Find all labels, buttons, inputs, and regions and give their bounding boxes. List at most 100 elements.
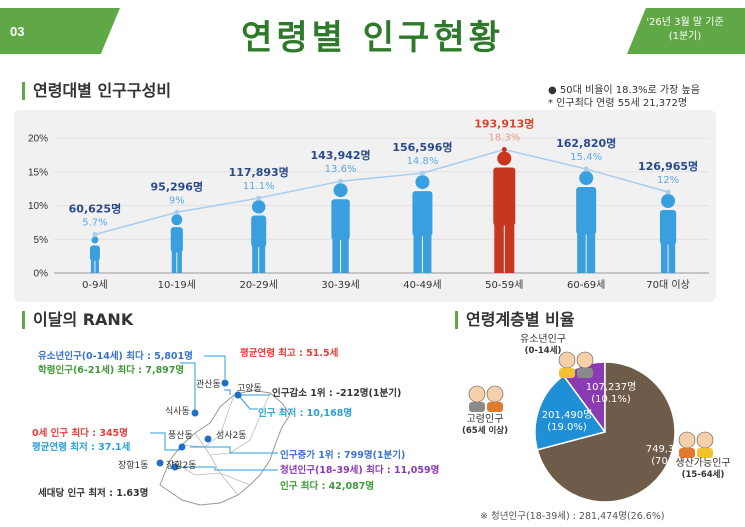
- person-leg-right: [586, 230, 596, 273]
- page-number: 03: [10, 24, 25, 39]
- body-a: [559, 368, 575, 378]
- face-a: [468, 385, 486, 403]
- group-character-icon-2: [678, 431, 714, 458]
- note-highest-ratio: ● 50대 비율이 18.3%로 가장 높음: [548, 85, 700, 96]
- face-b: [576, 351, 594, 369]
- district-goyang: 고양동: [237, 384, 262, 394]
- series-line: [94, 148, 669, 236]
- leader-line-seongsa: [190, 446, 278, 454]
- leader-line-gwansan: [204, 355, 226, 379]
- x-tick-label-5: 50-59세: [485, 279, 523, 291]
- district-pungsan: 풍산동: [168, 431, 193, 441]
- y-tick-label: 20%: [28, 134, 48, 145]
- x-tick-label-0: 0-9세: [82, 279, 108, 291]
- group-character-icon-0: [558, 351, 594, 378]
- person-bar-7: [659, 194, 677, 273]
- pie-count-label-0: 107,237명: [586, 381, 637, 393]
- person-leg-left: [494, 220, 504, 273]
- person-leg-left: [90, 259, 95, 273]
- page-header: 03 연령별 인구현황 '26년 3월 말 기준 (1분기): [0, 0, 745, 64]
- body-b: [697, 448, 713, 458]
- rank-pop-min: 인구 최저 : 10,168명: [258, 408, 353, 419]
- district-map: [150, 355, 291, 506]
- pct-label-6: 15.4%: [570, 152, 602, 163]
- pct-label-5: 18.3%: [488, 132, 520, 143]
- group-sub-0: (0-14세): [525, 345, 562, 356]
- rank-household-min: 세대당 인구 최저 : 1.63명: [38, 488, 149, 499]
- pct-label-4: 14.8%: [407, 156, 439, 167]
- data-point-7: [665, 189, 671, 195]
- dot-sinsa: [191, 409, 199, 417]
- group-character-icon-1: [468, 385, 504, 412]
- chart-notes: ● 50대 비율이 18.3%로 가장 높음 * 인구최다 연령 55세 21,…: [548, 84, 700, 110]
- district-sinsa: 식사동: [165, 407, 190, 417]
- person-head: [333, 183, 348, 198]
- dot-goyang: [234, 391, 242, 399]
- age-population-chart: 0% 5% 10% 15% 20% 60,625명 5.7% 0-9세 95,296명 9% 10-…: [28, 116, 709, 291]
- pie-pct-label-0: (10.1%): [591, 394, 631, 405]
- leader-line-sinsa: [180, 362, 196, 411]
- district-seongsa2: 성사2동: [216, 431, 247, 441]
- rank-avg-age-min: 평균연령 최저 : 37.1세: [32, 442, 131, 453]
- person-leg-right: [177, 250, 182, 273]
- person-bar-6: [576, 171, 597, 273]
- age-group-pie-chart: 107,237명(10.1%)201,490명(19.0%)749,323명(7…: [462, 333, 731, 503]
- pct-label-1: 9%: [169, 195, 185, 206]
- date-note: '26년 3월 말 기준 (1분기): [635, 16, 735, 44]
- person-torso: [331, 199, 350, 240]
- group-name-1: 고령인구: [467, 413, 504, 425]
- face-b: [486, 385, 504, 403]
- person-torso: [576, 187, 597, 235]
- person-bar-5: [493, 151, 516, 273]
- person-bar-1: [170, 214, 183, 273]
- body-a: [679, 448, 695, 458]
- pie-pct-label-2: (70.8%): [651, 456, 691, 467]
- person-bar-0: [89, 236, 100, 273]
- group-sub-2: (15-64세): [682, 469, 725, 480]
- face-a: [678, 431, 696, 449]
- count-label-1: 95,296명: [151, 179, 204, 193]
- data-point-2: [256, 195, 262, 201]
- leader-line-janghang: [170, 466, 278, 471]
- count-label-7: 126,965명: [638, 159, 698, 173]
- x-tick-label-1: 10-19세: [158, 279, 196, 291]
- ratio-footnote: ※ 청년인구(18-39세) : 281,474명(26.6%): [480, 511, 665, 522]
- person-bar-2: [251, 200, 267, 273]
- count-label-6: 162,820명: [556, 136, 616, 150]
- group-sub-1: (65세 이상): [462, 425, 508, 436]
- person-leg-left: [577, 230, 586, 273]
- person-torso: [659, 210, 677, 245]
- data-point-3: [338, 178, 344, 184]
- dot-seongsa2: [204, 435, 212, 443]
- data-point-5: [501, 146, 507, 152]
- person-leg-left: [252, 244, 259, 273]
- date-line-1: '26년 3월 말 기준: [646, 17, 724, 28]
- pct-label-3: 13.6%: [325, 164, 357, 175]
- pct-label-2: 11.1%: [243, 181, 275, 192]
- body-a: [469, 402, 485, 412]
- chart-panel: [14, 110, 716, 302]
- x-tick-label-4: 40-49세: [403, 279, 441, 291]
- leader-line-pop-min: [239, 396, 258, 410]
- person-torso: [251, 215, 267, 248]
- data-point-4: [419, 170, 425, 176]
- person-bar-3: [331, 183, 350, 273]
- person-leg-right: [341, 236, 349, 273]
- section-title-rank: 이달의 RANK: [22, 311, 133, 329]
- count-label-2: 117,893명: [229, 165, 289, 179]
- pct-label-7: 12%: [657, 175, 679, 186]
- dot-gwansan: [221, 379, 229, 387]
- person-torso: [493, 167, 516, 226]
- person-head: [415, 175, 430, 190]
- dot-janghang2: [171, 463, 179, 471]
- person-head: [497, 151, 512, 166]
- dot-janghang1: [156, 459, 164, 467]
- pct-label-0: 5.7%: [82, 218, 107, 229]
- person-leg-right: [504, 220, 515, 273]
- person-leg-right: [668, 241, 676, 273]
- pie-slice-1: [534, 374, 607, 451]
- y-tick-label: 5%: [34, 235, 49, 246]
- note-max-age: * 인구최다 연령 55세 21,372명: [548, 98, 688, 109]
- x-tick-label-3: 30-39세: [321, 279, 359, 291]
- leader-line-pungsan: [150, 432, 180, 451]
